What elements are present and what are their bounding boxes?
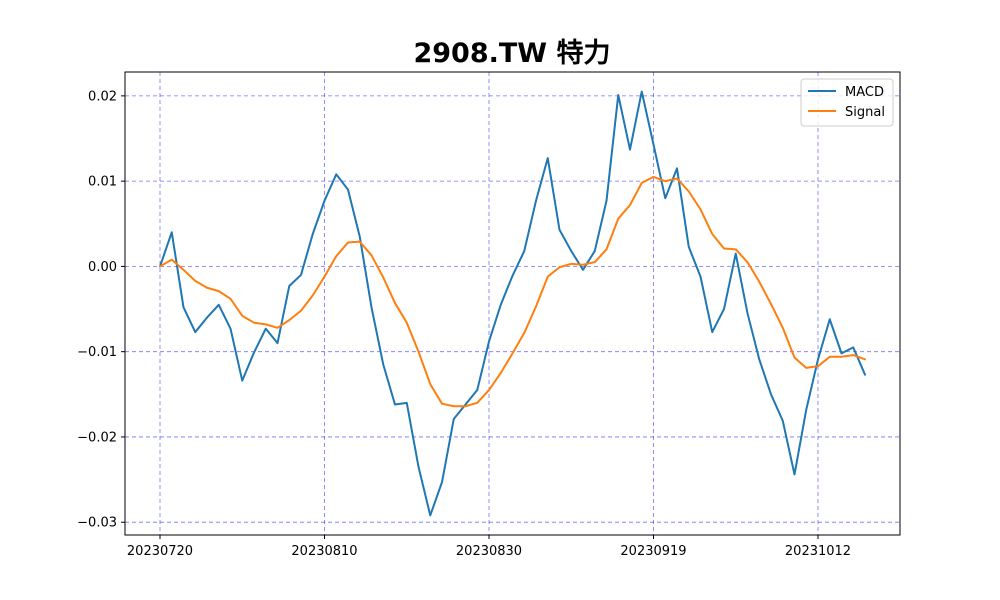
- x-tick-label: 20230810: [291, 544, 357, 559]
- legend: MACD Signal: [800, 78, 894, 127]
- x-tick-label: 20230830: [456, 544, 522, 559]
- chart-title: 2908.TW 特力: [413, 38, 610, 69]
- series-line-macd: [159, 90, 866, 517]
- y-tick-label: 0.01: [88, 175, 117, 190]
- plot-frame: [124, 71, 901, 536]
- x-tick-label: 20230919: [620, 544, 686, 559]
- legend-label-macd: MACD: [845, 85, 884, 100]
- y-tick-label: −0.01: [77, 345, 117, 360]
- y-tick-label: 0.00: [88, 260, 117, 275]
- y-tick-label: −0.03: [77, 516, 117, 531]
- plot-area: [125, 72, 900, 535]
- y-tick-label: −0.02: [77, 430, 117, 445]
- legend-label-signal: Signal: [845, 105, 885, 120]
- series-line-signal: [159, 175, 866, 408]
- x-tick-label: 20231012: [785, 544, 851, 559]
- y-tick-label: 0.02: [88, 89, 117, 104]
- axis-ticks: −0.03 −0.02 −0.01 0.00 0.01 0.02 20230720 20230…: [77, 89, 851, 559]
- x-tick-label: 20230720: [127, 544, 193, 559]
- series-lines: [159, 90, 866, 517]
